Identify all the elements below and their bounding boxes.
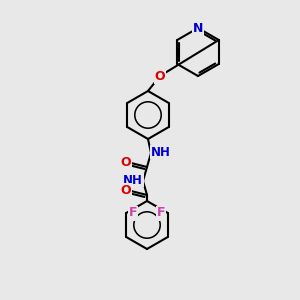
- Text: N: N: [193, 22, 203, 34]
- Text: F: F: [157, 206, 165, 220]
- Text: O: O: [121, 155, 131, 169]
- Text: NH: NH: [151, 146, 171, 158]
- Text: NH: NH: [123, 173, 143, 187]
- Text: O: O: [121, 184, 131, 196]
- Text: O: O: [155, 70, 165, 83]
- Text: F: F: [129, 206, 137, 220]
